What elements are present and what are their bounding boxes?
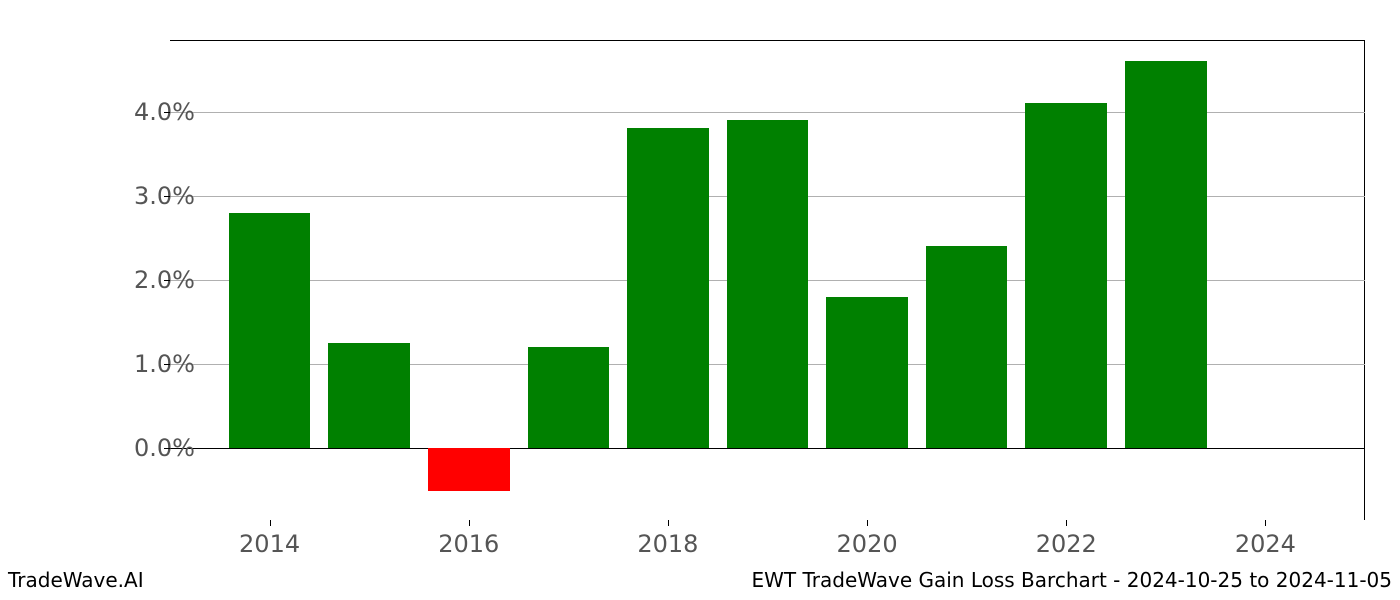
bar xyxy=(627,128,709,448)
ytick-label: 4.0% xyxy=(45,98,195,126)
ytick-mark xyxy=(164,364,170,365)
bar xyxy=(428,448,510,490)
ytick-label: 3.0% xyxy=(45,182,195,210)
xtick-mark xyxy=(668,520,669,526)
ytick-label: 0.0% xyxy=(45,434,195,462)
xtick-mark xyxy=(867,520,868,526)
ytick-label: 1.0% xyxy=(45,350,195,378)
ytick-mark xyxy=(164,196,170,197)
footer-left-text: TradeWave.AI xyxy=(8,568,144,592)
bar xyxy=(727,120,809,448)
bar xyxy=(826,297,908,449)
ytick-mark xyxy=(164,280,170,281)
xtick-label: 2018 xyxy=(637,530,698,558)
bar xyxy=(229,213,311,449)
xtick-label: 2020 xyxy=(837,530,898,558)
zero-line xyxy=(170,448,1365,449)
xtick-mark xyxy=(1265,520,1266,526)
ytick-mark xyxy=(164,112,170,113)
bar xyxy=(1025,103,1107,448)
xtick-mark xyxy=(469,520,470,526)
xtick-label: 2014 xyxy=(239,530,300,558)
bar xyxy=(328,343,410,448)
bar xyxy=(528,347,610,448)
xtick-mark xyxy=(270,520,271,526)
ytick-label: 2.0% xyxy=(45,266,195,294)
bar xyxy=(926,246,1008,448)
xtick-label: 2024 xyxy=(1235,530,1296,558)
xtick-label: 2022 xyxy=(1036,530,1097,558)
footer-right-text: EWT TradeWave Gain Loss Barchart - 2024-… xyxy=(752,568,1393,592)
xtick-mark xyxy=(1066,520,1067,526)
ytick-mark xyxy=(164,448,170,449)
bar xyxy=(1125,61,1207,448)
xtick-label: 2016 xyxy=(438,530,499,558)
chart-plot-area xyxy=(170,40,1365,520)
